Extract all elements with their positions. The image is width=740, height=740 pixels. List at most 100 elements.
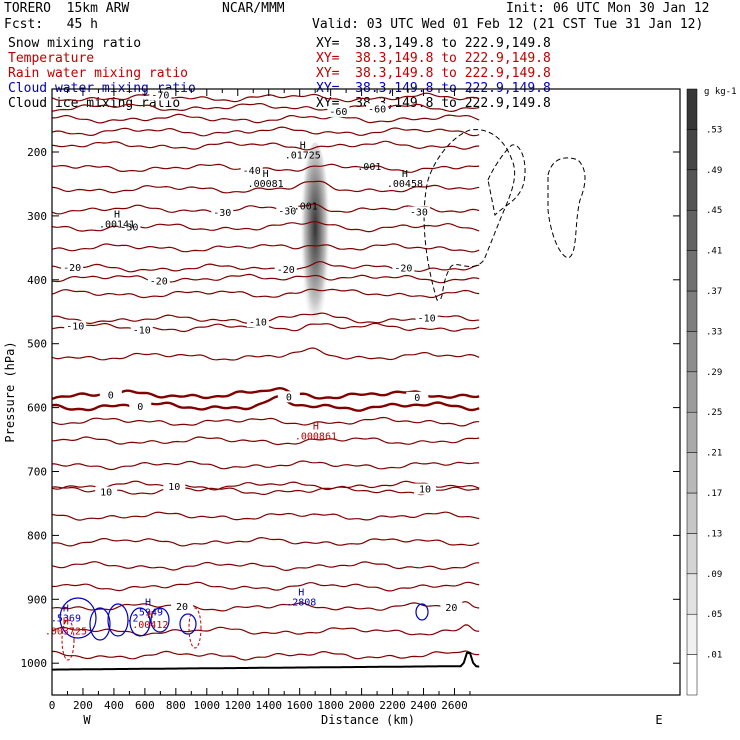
- y-tick-label: 800: [27, 529, 47, 542]
- x-tick-label: 200: [73, 699, 93, 712]
- x-tick-label: 2600: [441, 699, 468, 712]
- colorbar-tick-label: .17: [706, 489, 722, 499]
- temperature-label: -60: [329, 107, 347, 118]
- colorbar-segment: [686, 169, 698, 211]
- cloud-water-contour: [150, 607, 170, 633]
- temperature-label-bg: [366, 103, 389, 115]
- temperature-label-bg: [440, 602, 463, 614]
- temperature-label: -20: [394, 264, 412, 275]
- y-tick-label: 700: [27, 466, 47, 479]
- x-tick-label: 600: [135, 699, 155, 712]
- temperature-contour: [52, 600, 480, 612]
- colorbar-segment: [686, 129, 698, 171]
- temperature-contour: [52, 347, 480, 361]
- temperature-contour: [52, 480, 480, 491]
- temperature-contour: [52, 180, 480, 194]
- temperature-label: -10: [249, 317, 267, 328]
- temperature-contour: [52, 536, 480, 547]
- extrema-value: .003725: [45, 626, 87, 637]
- temperature-label-bg: [415, 312, 438, 324]
- colorbar-unit: g kg-1: [704, 87, 737, 97]
- x-tick-label: 1600: [286, 699, 313, 712]
- colorbar-tick-label: .45: [706, 206, 722, 216]
- extrema-marker: H: [63, 616, 69, 627]
- temperature-label-bg: [147, 275, 170, 287]
- colorbar-segment: [686, 533, 698, 575]
- temperature-contour: [52, 460, 480, 471]
- temperature-label: -40: [243, 166, 261, 177]
- legend-label-temperature: Temperature: [8, 51, 95, 66]
- temperature-label: -30: [278, 206, 296, 217]
- x-tick-label: 2000: [348, 699, 375, 712]
- legend-xy-snow: XY= 38.3,149.8 to 222.9,149.8: [316, 36, 551, 51]
- extrema-value: .2808: [286, 598, 316, 609]
- temperature-contour: [52, 92, 480, 103]
- colorbar-segment: [686, 290, 698, 332]
- extrema-value: .01725: [285, 150, 321, 161]
- init-time: Init: 06 UTC Mon 30 Jan 12: [506, 1, 710, 16]
- temperature-contour: [52, 581, 480, 592]
- temperature-contour: [52, 203, 480, 215]
- x-tick-label: 0: [49, 699, 56, 712]
- temperature-label-bg: [130, 324, 153, 336]
- colorbar-segment: [686, 250, 698, 292]
- cloud-water-contour: [89, 607, 111, 641]
- colorbar-segment: [686, 654, 698, 696]
- colorbar-tick-label: .01: [706, 651, 722, 661]
- colorbar-segment: [686, 371, 698, 413]
- ice-contour-label: .001: [357, 162, 381, 173]
- temperature-contour: [52, 288, 480, 299]
- temperature-label-bg: [407, 206, 430, 218]
- temperature-contour: [52, 511, 480, 521]
- temperature-label-bg: [246, 316, 269, 328]
- temperature-label: -10: [66, 322, 84, 333]
- colorbar-tick-label: .37: [706, 287, 722, 297]
- colorbar-tick-label: .49: [706, 166, 722, 176]
- temperature-label: -20: [277, 265, 295, 276]
- temperature-label-bg: [149, 89, 172, 101]
- extrema-marker: H: [145, 597, 151, 608]
- terrain-line: [52, 652, 480, 671]
- temperature-label: -20: [150, 277, 168, 288]
- rain-contour: [61, 619, 75, 661]
- extrema-marker: H: [63, 604, 69, 615]
- extrema-marker: H: [298, 588, 304, 599]
- temperature-label: -60: [368, 104, 386, 115]
- temperature-label: -30: [120, 223, 138, 234]
- colorbar-tick-label: .25: [706, 408, 722, 418]
- temperature-contour: [52, 273, 480, 284]
- temperature-contour: [52, 113, 480, 124]
- extrema-value: .00458: [387, 179, 423, 190]
- extrema-value: .000861: [295, 432, 337, 443]
- x-tick-label: 400: [104, 699, 124, 712]
- extrema-value: .00081: [248, 179, 284, 190]
- colorbar-segment: [686, 331, 698, 373]
- x-axis-title: Distance (km): [321, 713, 415, 727]
- temperature-contour: [52, 126, 480, 137]
- ice-contour: [423, 129, 516, 301]
- y-tick-label: 600: [27, 402, 47, 415]
- east-label: E: [655, 713, 662, 727]
- cloud-water-label: .2: [126, 614, 138, 625]
- plot-frame: [51, 88, 681, 696]
- extrema-marker: H: [402, 169, 408, 180]
- temperature-label-bg: [61, 262, 84, 274]
- extrema-value: .5369: [51, 614, 81, 625]
- ice-contour: [547, 157, 586, 259]
- temperature-label-bg: [276, 205, 299, 217]
- temperature-label-bg: [211, 206, 234, 218]
- extrema-value: .5949: [133, 607, 163, 618]
- temperature-label: -20: [63, 263, 81, 274]
- cloud-water-contour: [179, 613, 197, 635]
- temperature-contour: [52, 243, 480, 253]
- colorbar-tick-label: .33: [706, 327, 722, 337]
- temperature-label-bg: [163, 481, 186, 493]
- temperature-label-bg: [414, 483, 437, 495]
- valid-time: Valid: 03 UTC Wed 01 Feb 12 (21 CST Tue …: [312, 17, 704, 32]
- colorbar-tick-label: .29: [706, 368, 722, 378]
- colorbar-segment: [686, 492, 698, 534]
- colorbar-tick-label: .21: [706, 449, 722, 459]
- y-tick-label: 1000: [21, 657, 48, 670]
- ice-contour: [487, 144, 526, 217]
